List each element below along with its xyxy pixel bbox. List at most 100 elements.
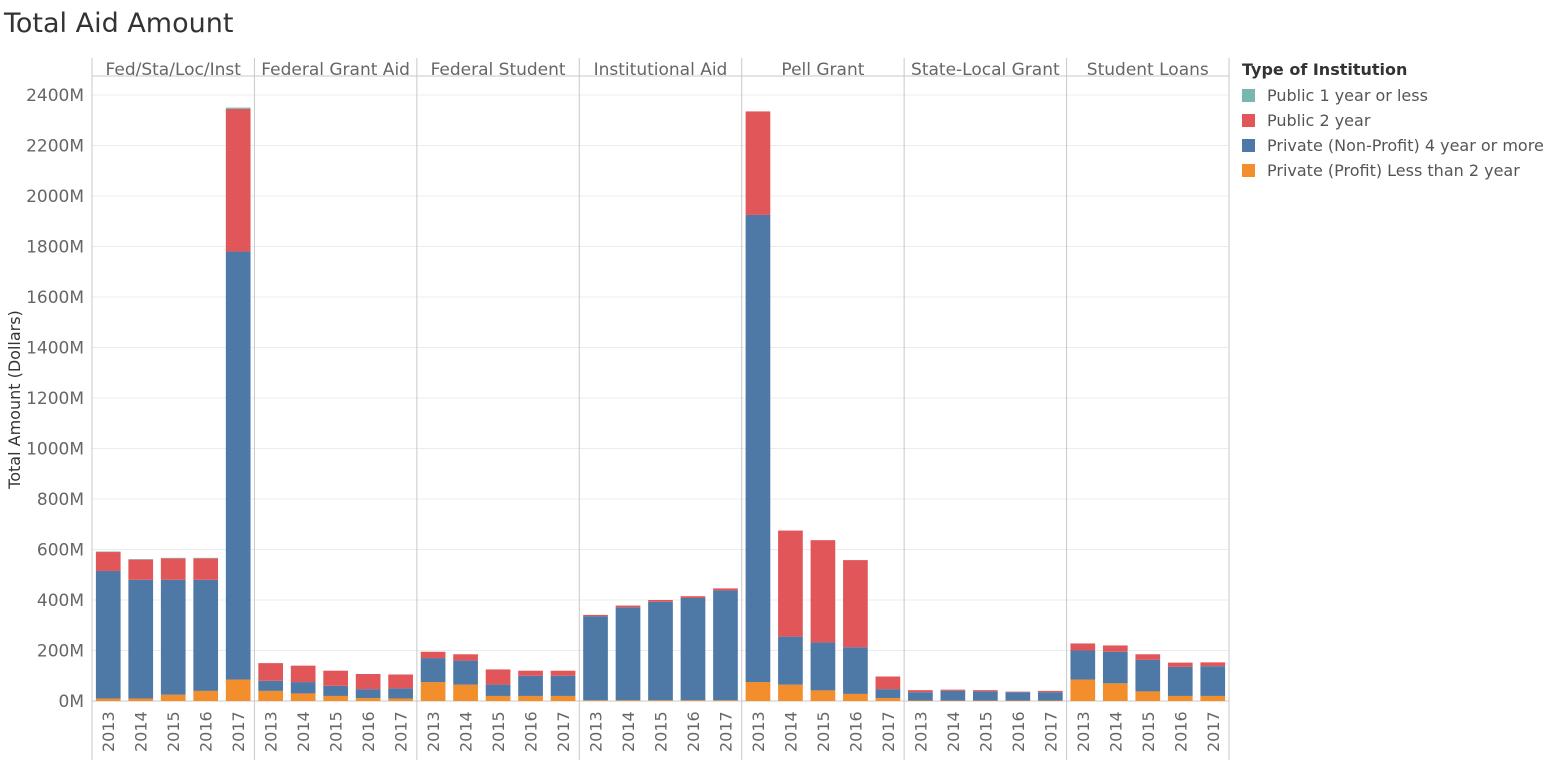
bar-segment [420, 658, 446, 683]
bar-segment [160, 694, 186, 701]
bar-segment [1070, 643, 1096, 651]
legend-swatch [1242, 114, 1255, 127]
x-tick-label: 2015 [814, 711, 833, 752]
bar-segment [778, 636, 803, 685]
legend-item-private-nonprofit[interactable]: Private (Non-Profit) 4 year or more [1242, 133, 1544, 158]
y-tick-label: 400M [37, 591, 84, 611]
x-tick-label: 2013 [424, 711, 443, 752]
bar-segment [258, 690, 284, 701]
y-tick-label: 1800M [26, 238, 84, 258]
legend-label: Private (Profit) Less than 2 year [1267, 161, 1520, 180]
bar-segment [745, 111, 771, 215]
x-tick-label: 2013 [911, 711, 930, 752]
bar-segment [128, 559, 154, 560]
panel-header: Pell Grant [781, 60, 864, 80]
bar-segment [355, 689, 381, 698]
bar-segment [420, 682, 446, 701]
bar-segment [615, 605, 641, 608]
bar-segment [518, 670, 543, 676]
bar-segment [1135, 691, 1161, 701]
bar-segment [518, 695, 543, 701]
bar-segment [680, 596, 706, 598]
x-tick-label: 2015 [164, 711, 183, 752]
bar-segment [1005, 691, 1031, 693]
legend-swatch [1242, 139, 1255, 152]
y-tick-label: 0M [59, 692, 84, 712]
bar-segment [323, 670, 348, 686]
y-tick-label: 800M [37, 490, 84, 510]
bar-segment [583, 614, 608, 617]
bar-segment [258, 680, 284, 691]
bar-segment [1167, 666, 1193, 696]
bar-segment [388, 698, 413, 701]
bar-segment [323, 685, 348, 696]
panel-header: Federal Student [431, 60, 566, 80]
bar-segment [1167, 662, 1193, 667]
bar-segment [225, 108, 251, 252]
x-tick-label: 2016 [197, 711, 216, 752]
bar-segment [128, 579, 154, 699]
x-tick-label: 2016 [359, 711, 378, 752]
x-tick-label: 2017 [392, 711, 411, 752]
x-tick-label: 2017 [879, 711, 898, 752]
bar-segment [1005, 692, 1031, 701]
bar-segment [648, 600, 673, 602]
bar-segment [420, 651, 446, 659]
bar-segment [940, 700, 966, 701]
x-tick-label: 2015 [1139, 711, 1158, 752]
bar-segment [95, 570, 121, 699]
legend-label: Public 1 year or less [1267, 86, 1428, 105]
x-tick-label: 2015 [327, 711, 346, 752]
bar-segment [973, 700, 998, 701]
bar-segment [648, 601, 673, 701]
bar-segment [1167, 695, 1193, 701]
bar-segment [940, 689, 966, 691]
x-tick-label: 2015 [489, 711, 508, 752]
bar-segment [1005, 700, 1031, 701]
bar-segment [713, 700, 738, 701]
bar-segment [713, 588, 738, 591]
x-tick-label: 2016 [684, 711, 703, 752]
bar-segment [225, 107, 251, 109]
bar-segment [615, 700, 641, 701]
x-tick-label: 2016 [1171, 711, 1190, 752]
bar-segment [225, 679, 251, 701]
bar-segment [323, 695, 348, 701]
x-tick-label: 2013 [1074, 711, 1093, 752]
x-tick-label: 2013 [587, 711, 606, 752]
bar-segment [1200, 666, 1226, 696]
bar-segment [355, 697, 381, 701]
bar-segment [1135, 659, 1161, 692]
x-tick-label: 2016 [846, 711, 865, 752]
bar-segment [875, 689, 901, 698]
bar-segment [290, 682, 316, 694]
bar-segment [908, 692, 933, 701]
bar-segment [583, 700, 608, 701]
legend-item-public-1-year[interactable]: Public 1 year or less [1242, 83, 1544, 108]
bar-segment [388, 688, 413, 699]
bar-segment [680, 700, 706, 701]
bar-segment [258, 663, 284, 681]
bar-segment [95, 551, 121, 553]
x-tick-label: 2013 [99, 711, 118, 752]
y-tick-label: 1000M [26, 440, 84, 460]
bar-segment [453, 660, 478, 685]
bar-segment [1135, 654, 1161, 660]
x-tick-label: 2014 [132, 711, 151, 752]
bar-segment [1200, 662, 1226, 667]
bar-segment [193, 690, 219, 701]
legend-item-public-2-year[interactable]: Public 2 year [1242, 108, 1544, 133]
legend-label: Public 2 year [1267, 111, 1371, 130]
legend-item-private-profit[interactable]: Private (Profit) Less than 2 year [1242, 158, 1544, 183]
bar-segment [615, 607, 641, 701]
bar-segment [875, 676, 901, 690]
bar-segment [875, 697, 901, 701]
legend-title: Type of Institution [1242, 60, 1408, 79]
bar-segment [518, 675, 543, 696]
bar-segment [940, 690, 966, 701]
bar-segment [160, 579, 186, 695]
panel-header: Fed/Sta/Loc/Inst [106, 60, 242, 80]
bar-segment [193, 558, 219, 580]
bar-segment [160, 557, 186, 559]
y-tick-label: 2200M [26, 137, 84, 157]
